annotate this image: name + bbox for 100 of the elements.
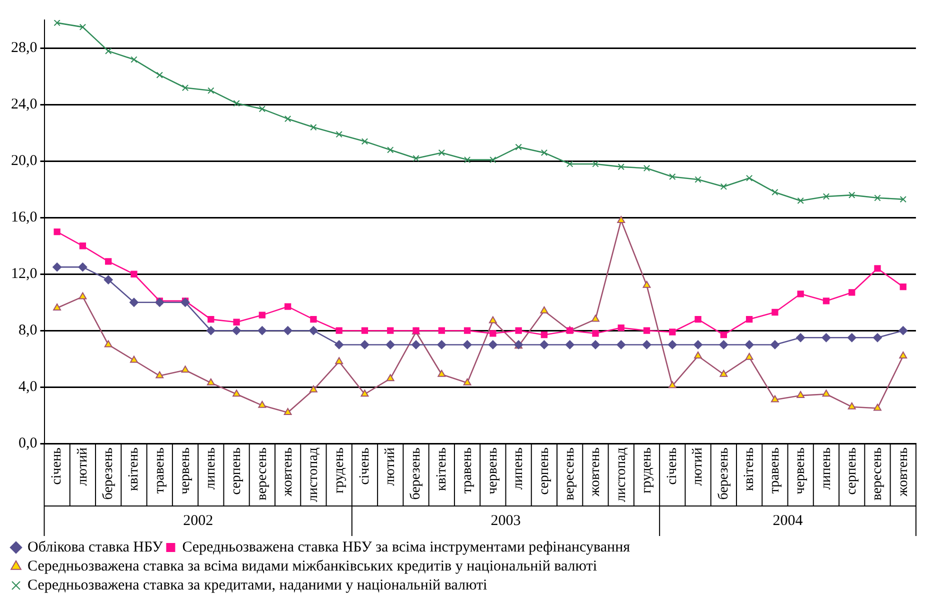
point bbox=[770, 340, 780, 350]
point bbox=[412, 155, 420, 162]
point bbox=[180, 298, 190, 307]
point bbox=[490, 156, 496, 164]
point bbox=[720, 183, 727, 190]
point bbox=[360, 340, 370, 350]
point bbox=[874, 194, 881, 202]
point bbox=[54, 20, 60, 26]
point bbox=[719, 340, 728, 350]
x-tick-label: листопад bbox=[306, 448, 322, 502]
point bbox=[746, 316, 753, 323]
point bbox=[336, 131, 342, 138]
point bbox=[590, 340, 600, 350]
point bbox=[258, 400, 266, 408]
point bbox=[233, 100, 240, 107]
point bbox=[308, 326, 318, 336]
x-tick-label: липень bbox=[511, 448, 526, 490]
point bbox=[130, 270, 138, 278]
point bbox=[822, 193, 830, 200]
point bbox=[874, 265, 881, 272]
point bbox=[566, 160, 574, 168]
point bbox=[310, 124, 317, 131]
point bbox=[232, 390, 240, 397]
x-tick-label: травень bbox=[152, 448, 168, 494]
x-tick-label: березень bbox=[101, 448, 116, 500]
point bbox=[360, 390, 369, 397]
point bbox=[848, 402, 856, 410]
point bbox=[515, 144, 522, 150]
x-tick-label: травень bbox=[768, 448, 783, 494]
point bbox=[283, 326, 292, 336]
x-tick-label: вересень bbox=[870, 448, 886, 500]
point bbox=[540, 332, 548, 338]
point bbox=[232, 326, 242, 336]
y-tick-label: 20,0 bbox=[11, 153, 38, 170]
point bbox=[720, 332, 727, 338]
point bbox=[669, 173, 676, 180]
y-tick-label: 12,0 bbox=[11, 266, 38, 282]
legend-label: Середньозважена ставка НБУ за всіма інструментами рефінансування bbox=[182, 539, 630, 556]
point bbox=[900, 196, 906, 203]
point bbox=[206, 326, 216, 336]
point bbox=[822, 333, 831, 342]
x-tick-label: червень bbox=[486, 448, 501, 494]
text: 2002 bbox=[183, 512, 214, 529]
x-tick-label: жовтень bbox=[588, 448, 604, 498]
legend-label: Облікова ставка НБУ bbox=[28, 539, 164, 556]
point bbox=[310, 316, 317, 323]
point bbox=[79, 242, 86, 250]
point bbox=[464, 327, 471, 334]
point bbox=[386, 374, 394, 382]
legend-label: Середньозважена ставка за всіма видами міжбанківських кредитів у національній валюті bbox=[28, 558, 598, 574]
x-tick-label: вересень bbox=[254, 448, 270, 500]
point bbox=[822, 298, 830, 304]
point bbox=[361, 138, 368, 145]
point bbox=[592, 330, 599, 337]
y-tick-label: 4,0 bbox=[18, 379, 38, 396]
x-tick-label: серпень bbox=[844, 448, 860, 495]
x-tick-label: лютий bbox=[75, 447, 90, 486]
point bbox=[387, 146, 394, 154]
x-tick-label: липень bbox=[204, 448, 219, 490]
point bbox=[668, 381, 676, 388]
point bbox=[797, 197, 804, 204]
point bbox=[54, 228, 60, 236]
point bbox=[129, 298, 138, 307]
point bbox=[130, 56, 138, 63]
point bbox=[208, 316, 214, 323]
point bbox=[488, 340, 498, 350]
point bbox=[105, 48, 112, 54]
point bbox=[694, 176, 702, 183]
x-tick-label: квітень bbox=[742, 448, 757, 492]
point bbox=[618, 324, 624, 332]
point bbox=[437, 340, 446, 350]
x-tick-label: вересень bbox=[562, 448, 578, 500]
point bbox=[847, 333, 856, 342]
point bbox=[898, 326, 908, 336]
point bbox=[694, 352, 702, 359]
point bbox=[565, 340, 574, 350]
point bbox=[463, 378, 472, 386]
x-tick-label: жовтень bbox=[280, 448, 296, 498]
point bbox=[874, 404, 882, 411]
point bbox=[438, 149, 445, 156]
x-tick-label: червень bbox=[178, 448, 193, 494]
point bbox=[284, 116, 292, 122]
y-tick-label: 16,0 bbox=[11, 210, 38, 226]
point bbox=[642, 340, 652, 350]
point bbox=[745, 352, 754, 360]
x-tick-label: червень bbox=[793, 448, 808, 494]
point bbox=[181, 366, 190, 373]
x-tick-label: лютий bbox=[690, 447, 706, 486]
x-tick-label: серпень bbox=[229, 448, 244, 495]
x-tick-label: квітень bbox=[434, 448, 450, 492]
point bbox=[309, 385, 318, 392]
x-tick-label: грудень bbox=[639, 448, 654, 494]
x-tick-label: січень bbox=[357, 448, 372, 485]
y-tick-label: 24,0 bbox=[11, 96, 38, 113]
point bbox=[796, 333, 806, 342]
point bbox=[130, 356, 138, 363]
point bbox=[720, 370, 728, 377]
point bbox=[668, 340, 677, 350]
point bbox=[462, 340, 472, 350]
x-tick-label: грудень bbox=[332, 448, 347, 494]
